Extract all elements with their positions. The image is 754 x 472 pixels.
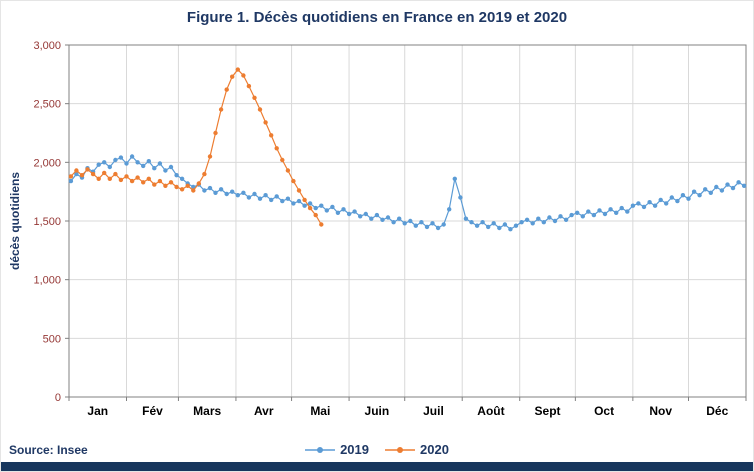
series-2019 — [68, 154, 747, 232]
svg-text:Mars: Mars — [193, 404, 221, 418]
axis-ticks — [65, 44, 747, 401]
svg-text:1,000: 1,000 — [33, 275, 61, 287]
svg-text:1,500: 1,500 — [33, 216, 61, 228]
svg-text:500: 500 — [43, 333, 61, 345]
svg-text:Sept: Sept — [535, 404, 561, 418]
svg-text:2,500: 2,500 — [33, 99, 61, 111]
legend-label-2020: 2020 — [420, 442, 449, 457]
series-2020 — [68, 67, 324, 227]
svg-text:0: 0 — [55, 392, 61, 404]
svg-text:Avr: Avr — [254, 404, 274, 418]
chart-plot-area: 0 500 1,000 1,500 2,000 2,500 3,000 Jan Fév Mars A… — [33, 40, 747, 418]
legend-item-2020: 2020 — [385, 442, 449, 457]
svg-text:Mai: Mai — [310, 404, 330, 418]
legend-item-2019: 2019 — [305, 442, 369, 457]
svg-text:3,000: 3,000 — [33, 40, 61, 52]
legend-label-2019: 2019 — [340, 442, 369, 457]
svg-text:Août: Août — [477, 404, 504, 418]
source-label: Source: Insee — [9, 443, 88, 457]
legend-swatch-2020-icon — [385, 446, 415, 453]
svg-text:Fév: Fév — [142, 404, 163, 418]
svg-text:Juin: Juin — [365, 404, 390, 418]
legend-swatch-2019-icon — [305, 446, 336, 453]
gridlines — [69, 45, 746, 397]
x-month-labels: Jan Fév Mars Avr Mai Juin Juil Août Sept Oct Nov Dé… — [87, 404, 728, 418]
bottom-accent-bar — [1, 462, 753, 471]
chart-footer: Source: Insee 2019 2020 — [1, 439, 753, 457]
chart-title: Figure 1. Décès quotidiens en France en … — [186, 9, 568, 26]
svg-text:Jan: Jan — [87, 404, 108, 418]
svg-text:Oct: Oct — [594, 404, 614, 418]
svg-text:Déc: Déc — [706, 404, 728, 418]
svg-text:2,000: 2,000 — [33, 157, 61, 169]
y-tick-labels: 0 500 1,000 1,500 2,000 2,500 3,000 — [33, 40, 61, 404]
chart-legend: 2019 2020 — [1, 442, 753, 457]
svg-text:Juil: Juil — [423, 404, 444, 418]
svg-text:Nov: Nov — [649, 404, 672, 418]
